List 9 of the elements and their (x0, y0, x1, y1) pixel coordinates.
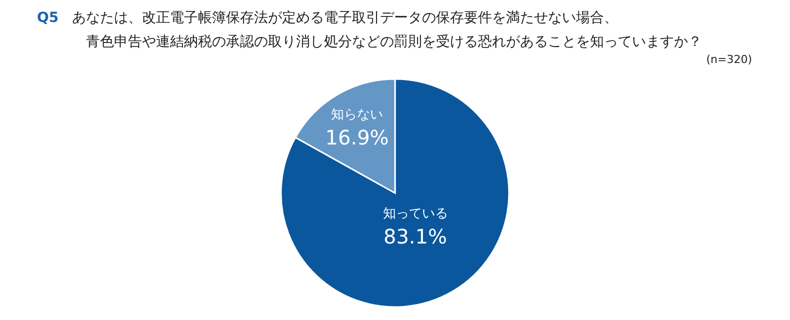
pie-slice (280, 78, 510, 308)
text: Q5 (37, 10, 59, 26)
data-label: 16.9% (325, 125, 389, 150)
data-label: 83.1% (383, 224, 448, 248)
text: 青色申告や連結納税の承認の取り消し処分などの罰則を受ける恐れがあることを知っていますか？ (86, 34, 702, 50)
text: (n=320) (706, 53, 752, 66)
text: あなたは、改正電子帳簿保存法が定める電子取引データの保存要件を満たせない場合、 (72, 10, 618, 26)
slice-label: 知らない (331, 107, 384, 122)
slice-label: 知っている (382, 206, 448, 222)
